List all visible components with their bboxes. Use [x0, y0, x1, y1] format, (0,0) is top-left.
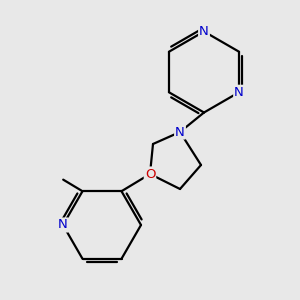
- Text: N: N: [199, 25, 209, 38]
- Text: N: N: [58, 218, 68, 232]
- Text: N: N: [234, 86, 244, 99]
- Text: O: O: [145, 167, 155, 181]
- Text: N: N: [175, 125, 185, 139]
